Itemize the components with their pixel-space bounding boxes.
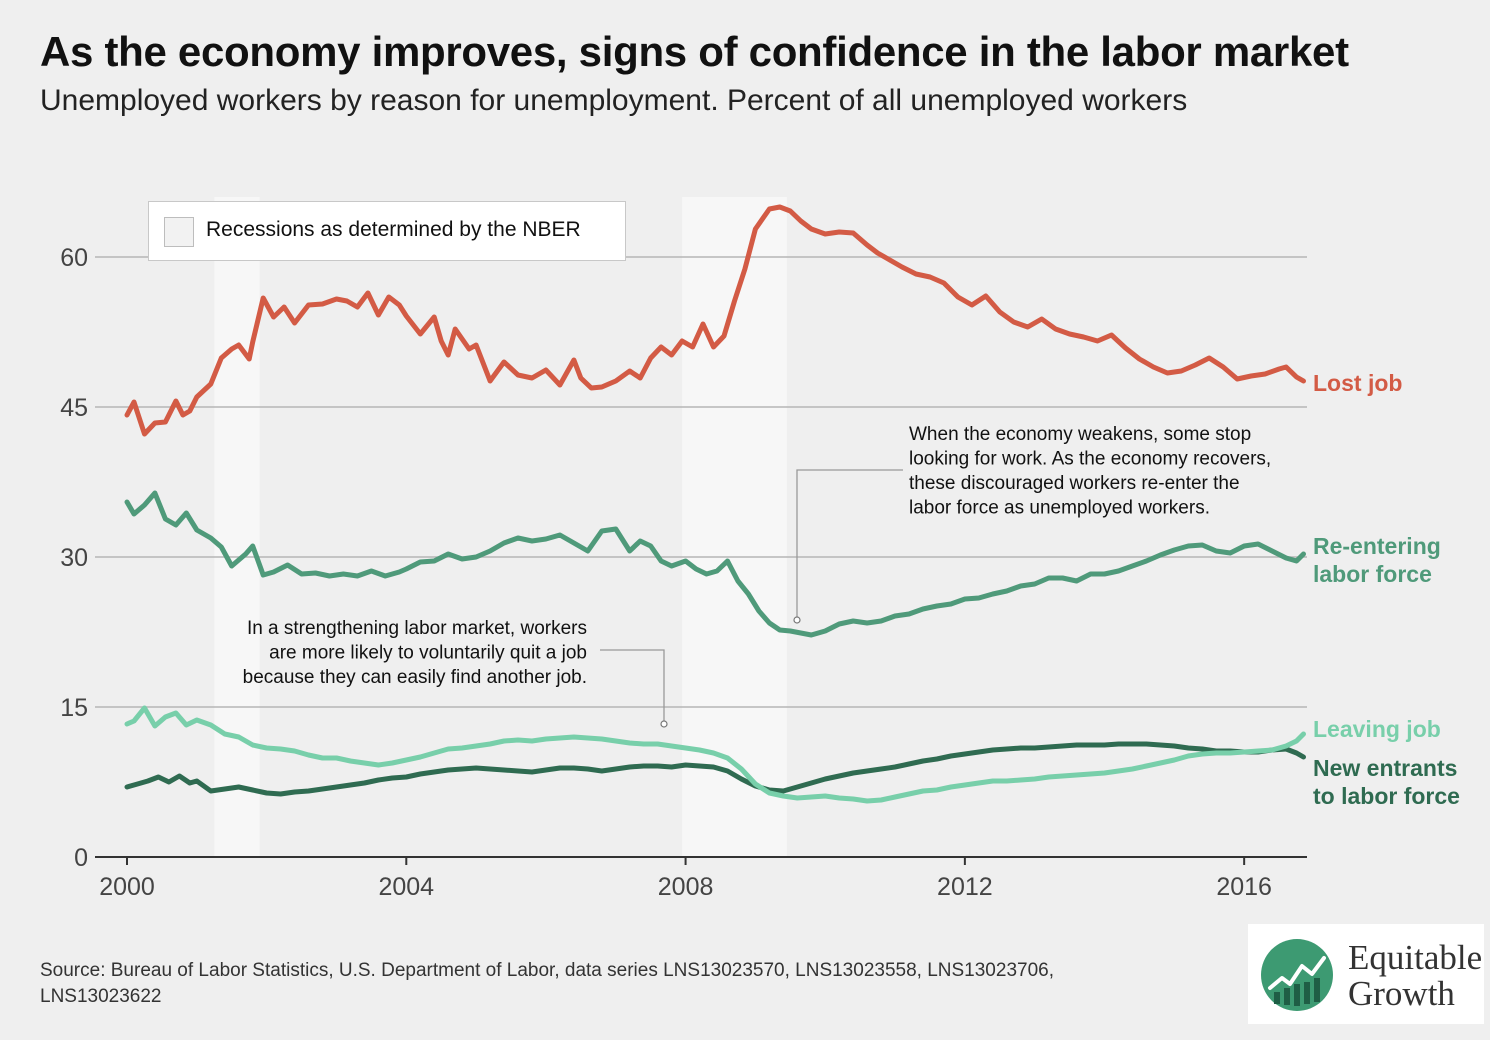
chart-subtitle: Unemployed workers by reason for unemplo… <box>40 84 1188 117</box>
recession-legend-label: Recessions as determined by the NBER <box>206 218 581 241</box>
annotation-quit: because they can easily find another job… <box>243 667 587 688</box>
annotation-quit: In a strengthening labor market, workers <box>247 618 587 639</box>
x-tick-label: 2008 <box>658 873 714 901</box>
annotation-quit: are more likely to voluntarily quit a jo… <box>269 643 587 664</box>
logo-line-1: Equitable <box>1348 938 1483 977</box>
series-line-new-entrants <box>124 741 1306 797</box>
series-label-new-entrants: to labor force <box>1313 783 1460 809</box>
logo-chart-icon <box>1261 939 1333 1011</box>
y-tick-label: 30 <box>60 544 88 572</box>
recession-swatch <box>164 217 194 247</box>
equitable-growth-logo: Equitable Growth <box>1248 924 1484 1024</box>
series-line-reentering <box>124 490 1306 638</box>
y-tick-label: 15 <box>60 694 88 722</box>
source-note: Source: Bureau of Labor Statistics, U.S.… <box>40 960 1054 1007</box>
logo-line-2: Growth <box>1348 974 1455 1013</box>
recession-legend: Recessions as determined by the NBER <box>148 201 626 261</box>
series-label-reentering: Re-entering <box>1313 533 1441 559</box>
y-tick-label: 45 <box>60 394 88 422</box>
series-label-lost-job: Lost job <box>1313 370 1402 396</box>
y-tick-label: 60 <box>60 244 88 272</box>
series-label-reentering: labor force <box>1313 561 1432 587</box>
annotation-discouraged-leader <box>796 469 903 617</box>
x-tick-label: 2000 <box>99 873 155 901</box>
series-label-new-entrants: New entrants <box>1313 755 1457 781</box>
annotation-discouraged: these discouraged workers re-enter the <box>909 473 1240 494</box>
x-tick-label: 2016 <box>1216 873 1272 901</box>
recession-band <box>214 197 260 857</box>
series-label-leaving: Leaving job <box>1313 716 1441 742</box>
x-tick-label: 2012 <box>937 873 993 901</box>
annotation-discouraged: labor force as unemployed workers. <box>909 498 1210 519</box>
x-tick-label: 2004 <box>378 873 434 901</box>
annotation-discouraged-dot <box>793 616 801 624</box>
annotation-discouraged: When the economy weakens, some stop <box>909 424 1251 445</box>
line-chart: 15 30 45 60 0 2000 2004 2008 2012 2016 Lost job Re-… <box>60 197 1460 901</box>
annotation-quit-leader <box>600 649 665 721</box>
series-line-lost-job <box>124 204 1306 437</box>
annotation-discouraged: looking for work. As the economy recover… <box>909 449 1271 470</box>
series-line-leaving <box>124 705 1306 804</box>
annotation-quit-dot <box>660 720 668 728</box>
chart-title: As the economy improves, signs of confid… <box>40 28 1349 75</box>
y-tick-label: 0 <box>74 844 88 872</box>
